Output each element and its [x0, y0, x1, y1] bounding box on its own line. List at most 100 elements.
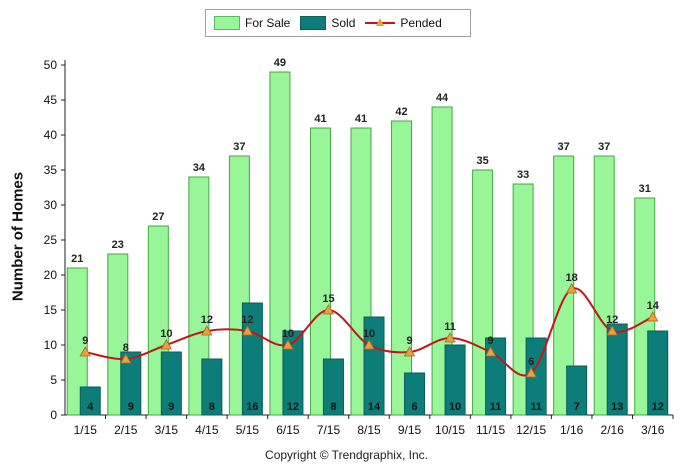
- pended-value-label: 8: [123, 342, 129, 354]
- y-tick-label: 10: [44, 338, 58, 352]
- sold-bar: [120, 351, 142, 416]
- for-sale-value-label: 44: [436, 92, 449, 104]
- for-sale-value-label: 37: [598, 141, 610, 153]
- pended-value-label: 10: [282, 328, 294, 340]
- x-tick-label: 2/15: [114, 423, 138, 437]
- x-tick-label: 1/15: [74, 423, 98, 437]
- sold-bar: [485, 337, 507, 416]
- pended-marker: [525, 367, 537, 378]
- sold-value-label: 11: [490, 401, 502, 413]
- sold-value-label: 7: [574, 401, 580, 413]
- sold-bar: [79, 386, 101, 416]
- legend-item-for-sale: For Sale: [214, 16, 290, 30]
- pended-marker: [201, 325, 213, 336]
- for-sale-bar: [391, 120, 413, 416]
- y-axis-label: Number of Homes: [9, 171, 27, 302]
- pended-value-label: 14: [647, 300, 660, 312]
- for-sale-value-label: 33: [517, 169, 529, 181]
- x-tick-label: 6/15: [276, 423, 300, 437]
- legend-swatch-sold: [300, 16, 327, 30]
- legend-item-pended: Pended: [365, 16, 442, 30]
- pended-value-label: 10: [363, 328, 375, 340]
- pended-marker: [484, 346, 497, 357]
- x-tick-label: 10/15: [435, 423, 465, 437]
- sold-value-label: 4: [87, 401, 94, 413]
- pended-value-label: 6: [528, 356, 534, 368]
- sold-bar: [606, 323, 628, 416]
- y-tick-label: 40: [44, 128, 58, 142]
- legend-item-sold: Sold: [300, 16, 355, 30]
- pended-marker: [282, 339, 294, 350]
- x-tick-label: 2/16: [601, 423, 625, 437]
- x-tick-label: 11/15: [476, 423, 505, 437]
- for-sale-value-label: 23: [112, 239, 124, 251]
- pended-marker: [565, 283, 578, 294]
- sold-bar: [404, 372, 426, 416]
- for-sale-value-label: 42: [395, 106, 407, 118]
- for-sale-value-label: 35: [476, 155, 488, 167]
- for-sale-value-label: 21: [71, 253, 83, 265]
- sold-value-label: 8: [330, 401, 336, 413]
- x-tick-label: 3/15: [155, 423, 179, 437]
- pended-line: [85, 287, 654, 377]
- sold-value-label: 13: [611, 401, 623, 413]
- sold-bar: [444, 344, 466, 416]
- sold-bar: [201, 358, 223, 416]
- for-sale-bar: [188, 176, 210, 416]
- pended-value-label: 9: [488, 335, 494, 347]
- sold-value-label: 16: [246, 401, 258, 413]
- legend-label-sold: Sold: [331, 16, 356, 30]
- for-sale-value-label: 27: [152, 211, 164, 223]
- legend-swatch-pended: [365, 16, 396, 30]
- x-tick-label: 9/15: [398, 423, 422, 437]
- pended-marker: [403, 346, 416, 357]
- pended-value-label: 10: [160, 328, 172, 340]
- pended-value-label: 12: [241, 314, 253, 326]
- y-tick-label: 15: [44, 303, 58, 317]
- pended-value-label: 12: [201, 314, 213, 326]
- pended-marker: [606, 325, 618, 336]
- y-tick-label: 20: [44, 268, 58, 282]
- for-sale-bar: [66, 267, 88, 416]
- sold-value-label: 14: [368, 401, 381, 413]
- pended-value-label: 18: [566, 272, 578, 284]
- sold-bar: [566, 365, 588, 416]
- x-tick-label: 7/15: [317, 423, 341, 437]
- sold-value-label: 10: [449, 401, 461, 413]
- copyright-footer: Copyright © Trendgraphix, Inc.: [265, 448, 428, 462]
- pended-marker: [363, 339, 375, 350]
- sold-value-label: 12: [287, 401, 299, 413]
- for-sale-value-label: 41: [355, 113, 367, 125]
- for-sale-value-label: 34: [193, 162, 206, 174]
- x-tick-label: 3/16: [641, 423, 665, 437]
- pended-marker: [79, 346, 91, 357]
- y-tick-label: 25: [44, 233, 58, 247]
- pended-marker: [322, 304, 335, 315]
- sold-value-label: 12: [652, 401, 664, 413]
- sold-value-label: 6: [411, 401, 417, 413]
- pended-value-label: 9: [82, 335, 88, 347]
- sold-value-label: 9: [128, 401, 134, 413]
- legend-swatch-for-sale: [214, 16, 240, 30]
- sold-value-label: 8: [209, 401, 215, 413]
- pended-marker: [444, 332, 456, 343]
- pended-marker: [160, 339, 173, 350]
- pended-marker: [120, 353, 132, 364]
- for-sale-value-label: 31: [639, 183, 651, 195]
- pended-marker: [241, 325, 254, 336]
- sold-value-label: 11: [530, 401, 542, 413]
- sold-bar: [647, 330, 669, 416]
- pended-value-label: 9: [406, 335, 412, 347]
- for-sale-bar: [309, 127, 331, 416]
- x-tick-label: 4/15: [195, 423, 219, 437]
- x-tick-label: 1/16: [560, 423, 584, 437]
- y-tick-label: 45: [44, 93, 58, 107]
- legend: For Sale Sold Pended: [205, 9, 471, 37]
- y-tick-label: 30: [44, 198, 58, 212]
- sold-bar: [322, 358, 344, 416]
- for-sale-value-label: 37: [233, 141, 245, 153]
- sold-bar: [160, 351, 182, 416]
- x-tick-label: 12/15: [516, 423, 546, 437]
- for-sale-value-label: 37: [558, 141, 570, 153]
